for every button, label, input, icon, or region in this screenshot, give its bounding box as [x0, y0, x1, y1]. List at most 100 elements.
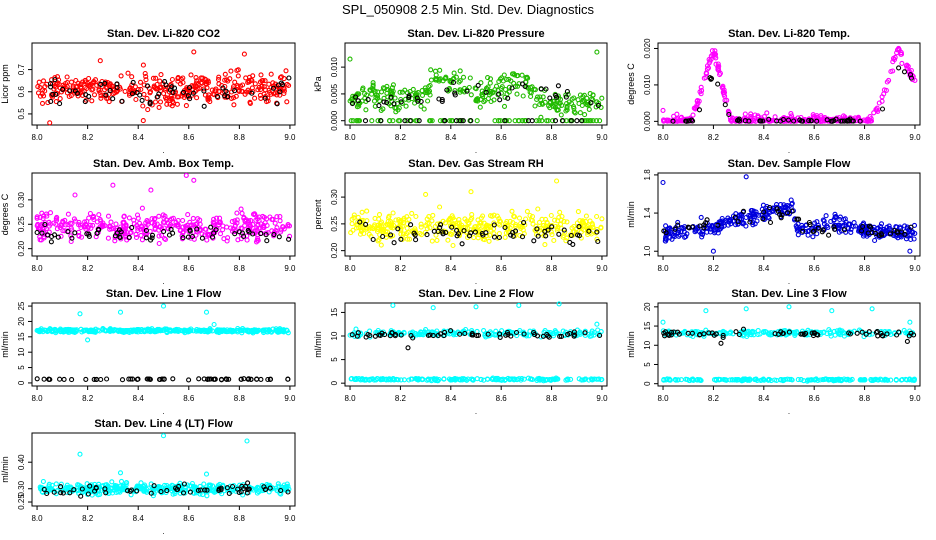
data-point [136, 483, 142, 489]
data-point [101, 87, 108, 93]
data-point [524, 74, 530, 80]
panel-title: Stan. Dev. Sample Flow [728, 158, 851, 170]
data-point [428, 77, 434, 83]
data-point [363, 226, 370, 232]
data-point [878, 231, 884, 237]
x-tick-label: 9.0 [284, 394, 296, 403]
data-point [901, 69, 908, 75]
data-point [142, 70, 148, 77]
data-point [516, 376, 522, 382]
data-point [451, 217, 458, 223]
y-axis-label: kPa [313, 76, 323, 92]
data-point [181, 481, 187, 487]
data-point [568, 118, 574, 124]
x-tick-label: 8.4 [133, 133, 145, 142]
data-point [143, 73, 149, 80]
data-point [706, 330, 712, 336]
data-point [766, 377, 772, 383]
data-point [64, 79, 70, 86]
data-point [219, 82, 225, 89]
data-point [79, 486, 85, 492]
data-point [34, 229, 40, 236]
data-point [474, 118, 480, 124]
data-point [911, 377, 917, 384]
data-point [271, 232, 277, 238]
y-tick-label: 0.7 [17, 63, 26, 75]
data-point [397, 118, 403, 124]
x-tick-label: 8.0 [31, 514, 43, 523]
data-point [201, 329, 208, 335]
data-point [520, 118, 526, 124]
y-axis-label: ml/min [0, 456, 10, 483]
panel-title: Stan. Dev. Line 1 Flow [106, 288, 222, 300]
data-point [487, 232, 493, 238]
x-axis-label: . [162, 407, 164, 416]
data-point [139, 97, 145, 103]
data-point [370, 236, 376, 243]
x-axis-label: . [475, 407, 477, 416]
data-point [187, 227, 193, 233]
data-point [551, 237, 557, 244]
data-point [427, 82, 433, 89]
data-point [156, 240, 162, 247]
data-point [460, 118, 466, 124]
y-tick-label: 15 [330, 307, 339, 316]
data-point [42, 222, 48, 228]
x-tick-label: 8.2 [82, 394, 94, 403]
data-point [162, 213, 168, 219]
data-point [141, 91, 147, 97]
data-point [410, 86, 416, 92]
data-point [697, 377, 703, 383]
data-point [561, 218, 567, 224]
data-point [148, 327, 154, 333]
data-point [211, 230, 217, 236]
series-main [347, 49, 605, 124]
data-point [826, 232, 832, 238]
data-point [509, 208, 515, 214]
data-point [514, 91, 520, 97]
plot-frame [31, 302, 296, 387]
data-point [468, 118, 474, 124]
data-point [49, 233, 55, 240]
data-point [593, 118, 600, 124]
data-point [744, 331, 751, 337]
data-point [40, 478, 46, 485]
y-tick-label: 0.30 [330, 189, 339, 205]
data-point [832, 226, 838, 232]
data-point [597, 332, 603, 339]
data-point [353, 375, 359, 382]
data-point [520, 93, 526, 99]
data-point [229, 328, 235, 335]
data-point [185, 234, 191, 240]
data-point [92, 77, 99, 83]
y-tick-label: 10 [330, 331, 339, 340]
data-point [517, 223, 523, 230]
data-point [277, 214, 283, 220]
data-point [832, 211, 838, 217]
data-point [216, 74, 222, 80]
panel-li820-temp: Stan. Dev. Li-820 Temp.degrees C.8.0 8.2 8… [626, 28, 921, 155]
data-point [845, 376, 851, 382]
data-point [98, 95, 104, 101]
data-point [287, 233, 293, 239]
y-axis-label: ml/min [626, 201, 636, 228]
x-tick-label: 8.6 [183, 133, 195, 142]
data-point [443, 74, 449, 80]
data-point [217, 219, 223, 225]
data-point [469, 212, 475, 218]
data-point [531, 238, 537, 244]
data-point [743, 174, 749, 180]
data-point [174, 101, 180, 107]
data-point [461, 85, 468, 91]
data-point [152, 85, 158, 91]
data-point [160, 433, 167, 439]
data-point [778, 202, 784, 208]
data-point [733, 329, 739, 335]
data-point [222, 93, 228, 99]
data-point [431, 228, 437, 234]
y-axis-label: degrees C [0, 193, 10, 235]
x-tick-label: 9.0 [596, 264, 608, 273]
data-point [582, 112, 588, 118]
data-point [107, 88, 113, 94]
